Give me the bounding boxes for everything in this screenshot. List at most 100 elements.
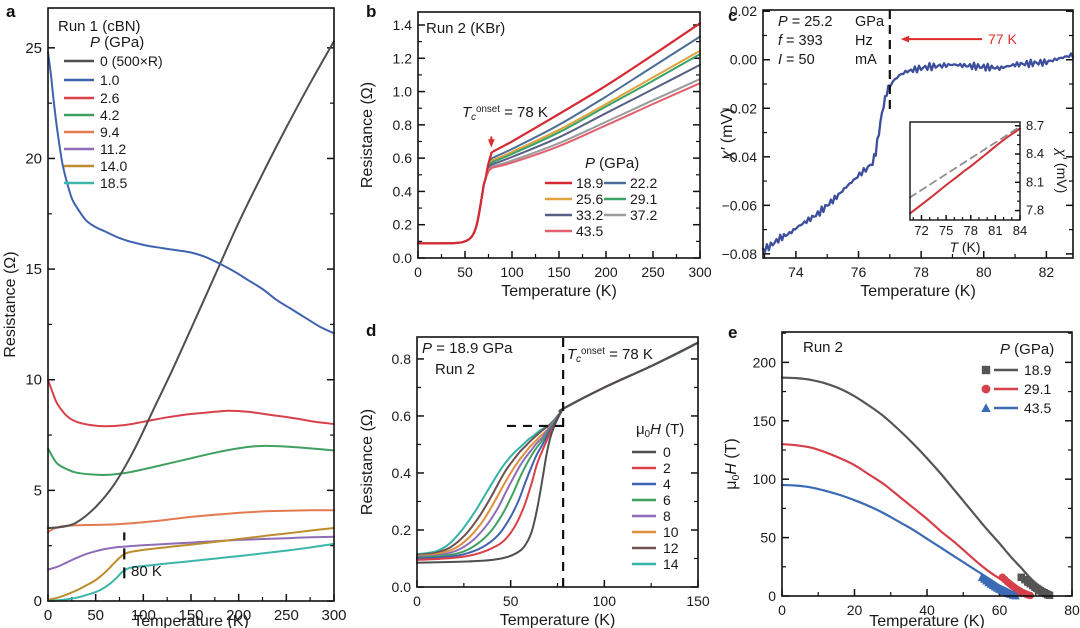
panel-d-label: d bbox=[366, 321, 377, 340]
svg-text:Run 2: Run 2 bbox=[435, 361, 475, 378]
svg-text:100: 100 bbox=[593, 593, 617, 609]
svg-text:250: 250 bbox=[641, 264, 665, 280]
svg-text:75: 75 bbox=[939, 223, 953, 238]
svg-text:0.8: 0.8 bbox=[392, 351, 412, 367]
svg-text:8.4: 8.4 bbox=[1026, 146, 1044, 161]
svg-text:0 (500×R): 0 (500×R) bbox=[100, 53, 163, 69]
svg-text:80: 80 bbox=[1064, 602, 1080, 618]
svg-text:χ′ (mV): χ′ (mV) bbox=[1054, 147, 1070, 194]
svg-text:150: 150 bbox=[178, 607, 203, 624]
svg-text:14: 14 bbox=[663, 556, 679, 572]
svg-text:P (GPa): P (GPa) bbox=[90, 34, 144, 51]
svg-text:100: 100 bbox=[753, 471, 777, 487]
panel-e-label: e bbox=[728, 323, 738, 342]
panel-a-label: a bbox=[6, 2, 16, 21]
svg-text:150: 150 bbox=[547, 264, 571, 280]
svg-text:50: 50 bbox=[457, 264, 473, 280]
svg-text:Tconset = 78 K: Tconset = 78 K bbox=[462, 104, 548, 123]
svg-text:Resistance (Ω): Resistance (Ω) bbox=[2, 251, 19, 357]
panel-b-chart: 0 50 100 150 200 250 300 0.0 0.2 0.4 0.6 0.8 1.0 1.2 1… bbox=[360, 11, 712, 300]
svg-text:1.0: 1.0 bbox=[393, 84, 413, 100]
svg-text:80 K: 80 K bbox=[131, 563, 162, 580]
svg-text:Temperature (K): Temperature (K) bbox=[133, 613, 249, 628]
svg-text:200: 200 bbox=[753, 354, 777, 370]
svg-text:mA: mA bbox=[855, 52, 877, 68]
svg-text:0.2: 0.2 bbox=[393, 217, 413, 233]
svg-text:GPa: GPa bbox=[855, 14, 885, 30]
svg-text:4.2: 4.2 bbox=[100, 107, 120, 123]
svg-text:50: 50 bbox=[87, 607, 104, 624]
svg-text:Run 1 (cBN): Run 1 (cBN) bbox=[58, 18, 141, 35]
svg-text:250: 250 bbox=[274, 607, 299, 624]
svg-text:0: 0 bbox=[778, 602, 786, 618]
svg-text:1.2: 1.2 bbox=[393, 50, 413, 66]
svg-text:P (GPa): P (GPa) bbox=[1000, 341, 1054, 358]
svg-text:76: 76 bbox=[851, 264, 867, 280]
svg-text:2: 2 bbox=[663, 460, 671, 476]
svg-text:Hz: Hz bbox=[855, 33, 873, 49]
svg-text:43.5: 43.5 bbox=[576, 223, 603, 239]
svg-text:0.8: 0.8 bbox=[393, 117, 413, 133]
svg-text:29.1: 29.1 bbox=[630, 191, 657, 207]
svg-text:43.5: 43.5 bbox=[1024, 400, 1051, 416]
svg-text:40: 40 bbox=[919, 602, 935, 618]
svg-text:77 K: 77 K bbox=[988, 31, 1017, 47]
svg-text:0.02: 0.02 bbox=[730, 3, 757, 19]
svg-text:78: 78 bbox=[913, 264, 929, 280]
svg-text:200: 200 bbox=[226, 607, 251, 624]
svg-text:−0.06: −0.06 bbox=[722, 197, 758, 213]
svg-text:11.2: 11.2 bbox=[100, 141, 126, 157]
svg-text:100: 100 bbox=[500, 264, 524, 280]
svg-text:7.8: 7.8 bbox=[1026, 203, 1044, 218]
svg-text:72: 72 bbox=[914, 223, 928, 238]
panel-b-label: b bbox=[366, 2, 377, 21]
svg-text:Resistance (Ω): Resistance (Ω) bbox=[360, 82, 376, 188]
svg-text:0.4: 0.4 bbox=[392, 465, 412, 481]
svg-text:−0.02: −0.02 bbox=[722, 100, 758, 116]
panel-a-chart: 0 50 100 150 200 250 300 0 5 10 15 20 25 Temperature … bbox=[2, 7, 347, 628]
svg-text:33.2: 33.2 bbox=[576, 207, 603, 223]
svg-text:0.4: 0.4 bbox=[393, 183, 413, 199]
svg-text:0.0: 0.0 bbox=[393, 250, 413, 266]
svg-text:T (K): T (K) bbox=[949, 239, 980, 255]
svg-text:50: 50 bbox=[503, 593, 519, 609]
panel-c-chart: 74 76 78 80 82 0.02 0.00 −0.02 −0.04 −0.06 −0.08 Te… bbox=[720, 3, 1075, 300]
svg-text:8: 8 bbox=[663, 508, 671, 524]
svg-text:37.2: 37.2 bbox=[630, 207, 657, 223]
svg-text:Temperature (K): Temperature (K) bbox=[869, 613, 985, 628]
svg-text:0: 0 bbox=[414, 264, 422, 280]
svg-text:12: 12 bbox=[663, 540, 679, 556]
svg-text:20: 20 bbox=[847, 602, 863, 618]
svg-text:84: 84 bbox=[1013, 223, 1027, 238]
svg-text:0: 0 bbox=[44, 607, 52, 624]
svg-text:−0.08: −0.08 bbox=[722, 246, 758, 262]
svg-text:0: 0 bbox=[663, 444, 671, 460]
svg-text:14.0: 14.0 bbox=[100, 158, 127, 174]
svg-text:300: 300 bbox=[321, 607, 346, 624]
svg-text:5: 5 bbox=[34, 482, 42, 499]
svg-text:0.6: 0.6 bbox=[393, 150, 413, 166]
svg-text:8.7: 8.7 bbox=[1026, 118, 1044, 133]
svg-text:μ0H (T): μ0H (T) bbox=[723, 438, 742, 489]
svg-text:Run 2: Run 2 bbox=[803, 339, 843, 356]
svg-text:2.6: 2.6 bbox=[100, 90, 120, 106]
svg-text:22.2: 22.2 bbox=[630, 175, 657, 191]
svg-text:15: 15 bbox=[25, 261, 42, 278]
svg-text:f = 393: f = 393 bbox=[778, 33, 823, 49]
svg-text:Temperature (K): Temperature (K) bbox=[860, 283, 976, 300]
svg-text:Temperature (K): Temperature (K) bbox=[501, 283, 617, 300]
svg-text:81: 81 bbox=[988, 223, 1002, 238]
svg-text:18.9: 18.9 bbox=[576, 175, 603, 191]
svg-text:Tconset = 78 K: Tconset = 78 K bbox=[567, 346, 653, 365]
svg-text:82: 82 bbox=[1039, 264, 1055, 280]
svg-text:25.6: 25.6 bbox=[576, 191, 603, 207]
svg-text:−0.04: −0.04 bbox=[722, 149, 758, 165]
svg-text:I = 50: I = 50 bbox=[778, 52, 815, 68]
svg-text:10: 10 bbox=[25, 372, 42, 389]
svg-text:0: 0 bbox=[768, 588, 776, 604]
svg-text:29.1: 29.1 bbox=[1024, 381, 1051, 397]
svg-text:0: 0 bbox=[34, 593, 42, 610]
svg-text:8.1: 8.1 bbox=[1026, 174, 1044, 189]
svg-text:20: 20 bbox=[25, 150, 42, 167]
